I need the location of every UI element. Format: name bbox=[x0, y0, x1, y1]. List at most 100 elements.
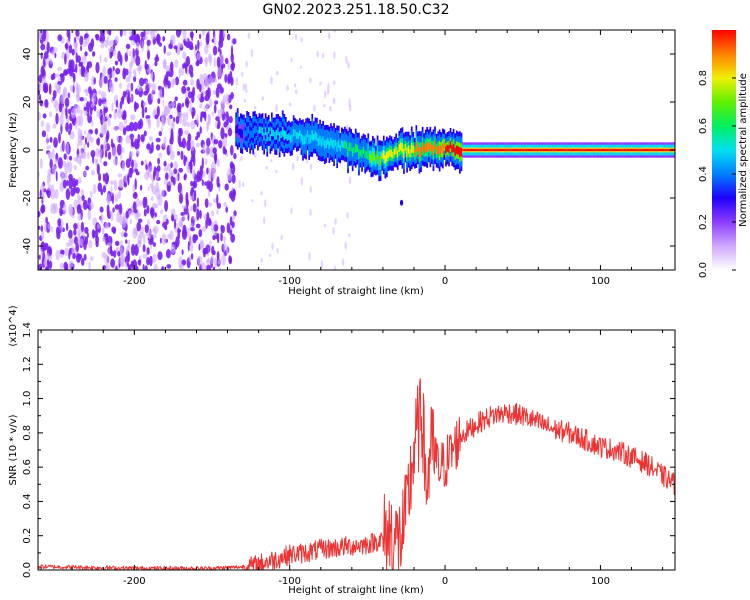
noise-speck bbox=[181, 137, 187, 149]
noise-speck bbox=[112, 66, 115, 72]
noise-speck bbox=[71, 246, 75, 254]
noise-speck bbox=[223, 202, 228, 207]
noise-speck bbox=[143, 90, 149, 96]
noise-speck bbox=[127, 67, 132, 79]
ridge-cell bbox=[353, 146, 356, 154]
noise-speck bbox=[268, 254, 272, 257]
noise-speck bbox=[223, 121, 228, 128]
noise-speck bbox=[148, 81, 151, 89]
noise-speck bbox=[134, 36, 139, 43]
noise-speck bbox=[114, 35, 119, 44]
noise-speck bbox=[104, 254, 110, 265]
noise-speck bbox=[103, 140, 108, 152]
ridge-cell bbox=[247, 125, 250, 134]
noise-speck bbox=[160, 188, 165, 198]
noise-speck bbox=[213, 56, 216, 68]
ridge-cell bbox=[614, 148, 617, 152]
noise-speck bbox=[162, 142, 166, 148]
noise-speck bbox=[86, 232, 89, 239]
noise-speck bbox=[63, 140, 66, 151]
noise-speck bbox=[136, 221, 141, 232]
ridge-cell bbox=[570, 148, 573, 152]
ridge-cell bbox=[435, 147, 438, 155]
noise-speck bbox=[243, 98, 247, 103]
ridge-cell bbox=[502, 148, 505, 152]
noise-speck bbox=[196, 208, 200, 221]
ridge-cell bbox=[446, 144, 449, 152]
ridge-cell bbox=[274, 131, 276, 141]
ridge-cell bbox=[468, 148, 471, 152]
noise-speck bbox=[140, 31, 145, 38]
noise-speck bbox=[309, 163, 313, 170]
noise-speck bbox=[125, 43, 131, 50]
ridge-cell bbox=[361, 149, 363, 158]
noise-speck bbox=[151, 185, 157, 195]
noise-speck bbox=[112, 207, 115, 213]
noise-speck bbox=[169, 230, 174, 241]
noise-speck bbox=[50, 98, 54, 103]
ridge-cell bbox=[382, 150, 385, 160]
noise-speck bbox=[77, 135, 82, 144]
noise-speck bbox=[117, 50, 122, 62]
y-tick-label: 0.0 bbox=[22, 562, 33, 578]
ridge-cell bbox=[560, 148, 562, 152]
noise-speck bbox=[200, 262, 206, 270]
ridge-cell bbox=[328, 140, 331, 149]
noise-speck bbox=[47, 258, 50, 266]
noise-speck bbox=[155, 170, 160, 181]
noise-speck bbox=[173, 168, 178, 175]
ridge-cell bbox=[482, 148, 484, 152]
noise-speck bbox=[130, 167, 134, 174]
ridge-cell bbox=[337, 139, 340, 148]
noise-speck bbox=[232, 188, 236, 197]
ridge-cell bbox=[387, 151, 390, 159]
noise-speck bbox=[55, 249, 60, 261]
noise-speck bbox=[107, 151, 112, 160]
noise-speck bbox=[167, 181, 173, 186]
noise-speck bbox=[45, 216, 48, 224]
noise-speck bbox=[99, 30, 103, 36]
ridge-cell bbox=[243, 127, 245, 135]
noise-speck bbox=[219, 86, 224, 94]
ridge-cell bbox=[392, 151, 394, 159]
ridge-cell bbox=[625, 148, 627, 152]
noise-speck bbox=[164, 200, 169, 212]
noise-speck bbox=[38, 32, 41, 41]
noise-speck bbox=[219, 267, 222, 270]
noise-speck bbox=[90, 256, 94, 262]
noise-speck bbox=[96, 223, 101, 229]
noise-speck bbox=[38, 254, 41, 260]
ridge-cell bbox=[302, 135, 304, 145]
ridge-cell bbox=[508, 148, 511, 152]
ridge-cell bbox=[634, 148, 637, 152]
noise-speck bbox=[105, 134, 109, 143]
ridge-cell bbox=[653, 148, 655, 152]
noise-speck bbox=[68, 161, 73, 174]
noise-speck bbox=[197, 39, 200, 51]
noise-speck bbox=[333, 80, 336, 86]
ridge-cell bbox=[305, 134, 307, 144]
noise-speck bbox=[68, 66, 74, 77]
noise-speck bbox=[204, 76, 210, 89]
noise-speck bbox=[129, 151, 134, 158]
noise-speck bbox=[60, 249, 63, 255]
ridge-cell bbox=[529, 148, 531, 152]
ridge-cell bbox=[553, 148, 556, 152]
noise-speck bbox=[144, 265, 148, 270]
ridge-cell bbox=[575, 148, 578, 152]
noise-speck bbox=[146, 39, 151, 46]
noise-speck bbox=[102, 236, 106, 243]
noise-speck bbox=[195, 142, 200, 148]
noise-speck bbox=[144, 59, 147, 71]
noise-speck bbox=[73, 229, 77, 236]
ridge-cell bbox=[336, 141, 338, 152]
ridge-cell bbox=[400, 142, 402, 151]
noise-speck bbox=[150, 90, 154, 101]
noise-speck bbox=[210, 210, 215, 217]
ridge-cell bbox=[665, 148, 668, 152]
noise-speck bbox=[240, 156, 243, 162]
noise-speck bbox=[93, 158, 99, 163]
noise-speck bbox=[129, 218, 132, 225]
noise-speck bbox=[129, 121, 135, 132]
noise-speck bbox=[182, 204, 187, 209]
